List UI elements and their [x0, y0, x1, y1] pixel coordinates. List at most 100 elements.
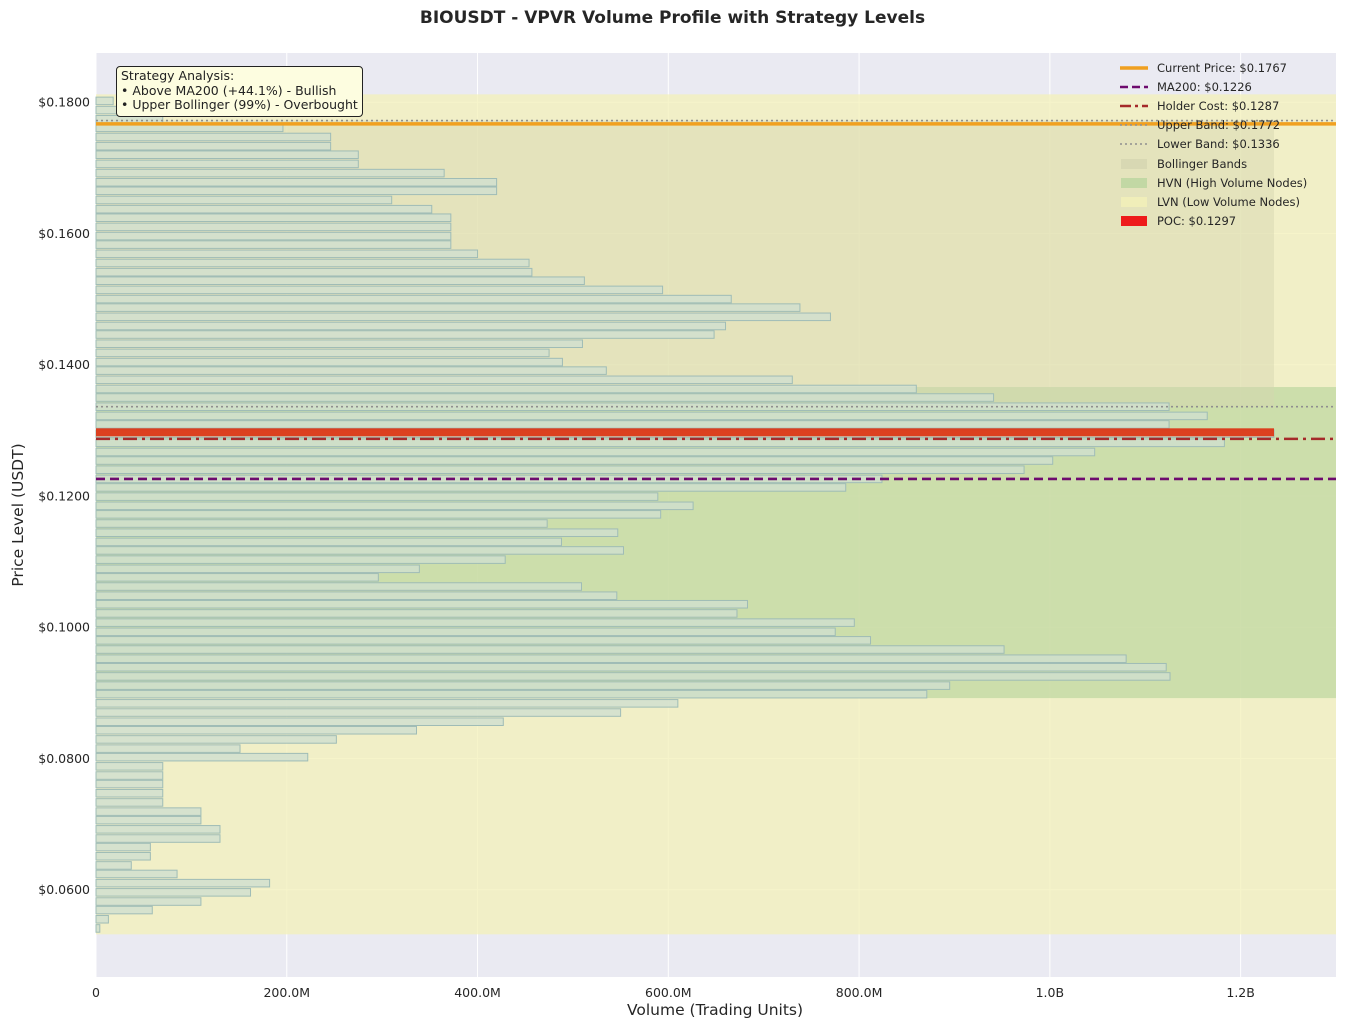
volume-bar: [95, 168, 445, 178]
strategy-analysis-line-ma200: • Above MA200 (+44.1%) - Bullish: [121, 82, 337, 98]
volume-bar: [95, 267, 533, 277]
volume-bar: [95, 510, 662, 519]
volume-bar: [95, 771, 164, 780]
legend-label: POC: $0.1297: [1157, 214, 1237, 229]
x-tick-label: 1.2B: [1226, 985, 1254, 1000]
legend-entry: MA200: $0.1226: [1119, 77, 1333, 96]
volume-bar: [95, 438, 1225, 448]
volume-bar: [95, 213, 452, 222]
legend-swatch: [1120, 85, 1148, 89]
volume-bar: [95, 546, 624, 555]
volume-bar: [95, 627, 836, 637]
volume-bar: [95, 483, 847, 492]
volume-bar: [95, 276, 585, 285]
volume-bar: [95, 492, 659, 501]
x-tick-label: 0: [92, 985, 100, 1000]
volume-bar: [95, 115, 164, 124]
volume-bar: [95, 861, 132, 870]
volume-bar: [95, 159, 359, 169]
volume-bar: [95, 618, 855, 627]
legend-swatch: [1121, 216, 1147, 227]
legend-swatch: [1121, 158, 1147, 169]
volume-bar: [95, 393, 995, 402]
volume-bar: [95, 591, 618, 600]
volume-bar: [95, 186, 498, 196]
chart-title: BIOUSDT - VPVR Volume Profile with Strat…: [419, 8, 926, 28]
volume-bar: [95, 699, 679, 708]
volume-bar: [95, 599, 748, 609]
volume-bar: [95, 842, 151, 852]
volume-bar: [95, 240, 452, 249]
y-axis-label: Price Level (USDT): [9, 443, 27, 586]
legend-patch: [1121, 196, 1147, 207]
volume-bar: [95, 303, 801, 312]
volume-bar: [95, 725, 417, 735]
legend-entry: HVN (High Volume Nodes): [1119, 173, 1333, 192]
legend-entry: Current Price: $0.1767: [1119, 58, 1333, 77]
volume-bar: [95, 96, 114, 106]
legend-swatch: [1120, 124, 1148, 126]
y-axis-ticks: $0.0600 $0.0800 $0.1000 $0.1200 $0.1400 $0.16…: [38, 95, 90, 898]
legend-label: Bollinger Bands: [1157, 156, 1248, 171]
volume-bar: [95, 465, 1025, 474]
volume-bar: [95, 636, 872, 645]
y-tick-label: $0.1400: [38, 357, 90, 372]
legend-entry: Holder Cost: $0.1287: [1119, 96, 1333, 115]
legend-label: Upper Band: $0.1772: [1157, 118, 1281, 133]
legend-entry: Bollinger Bands: [1119, 154, 1333, 173]
volume-bar: [95, 384, 917, 394]
volume-bar: [95, 456, 1054, 465]
legend-label: LVN (Low Volume Nodes): [1157, 194, 1300, 209]
volume-bar: [95, 717, 504, 726]
x-tick-label: 800.0M: [836, 985, 883, 1000]
x-tick-label: 400.0M: [454, 985, 501, 1000]
volume-bar: [95, 178, 498, 187]
volume-bar: [95, 788, 164, 798]
legend-swatch: [1120, 65, 1148, 70]
volume-bar: [95, 744, 241, 753]
legend-swatch: [1121, 177, 1147, 188]
volume-bar: [95, 150, 359, 159]
poc-bar: [96, 428, 1274, 437]
volume-bar: [95, 132, 332, 142]
volume-bar: [95, 762, 164, 771]
volume-bar: [95, 834, 221, 843]
legend-swatch: [1121, 196, 1147, 207]
y-tick-label: $0.1200: [38, 488, 90, 503]
x-tick-label: 1.0B: [1036, 985, 1064, 1000]
legend: Current Price: $0.1767 MA200: $0.1226 Hold…: [1119, 58, 1333, 231]
y-tick-label: $0.0800: [38, 751, 90, 766]
volume-bar: [95, 258, 530, 268]
volume-bar: [95, 555, 506, 564]
volume-bar: [95, 924, 101, 933]
volume-bar: [95, 447, 1096, 457]
volume-bar: [95, 735, 337, 744]
volume-bar: [95, 779, 164, 789]
legend-swatch: [1120, 143, 1148, 146]
legend-label: MA200: $0.1226: [1157, 79, 1252, 94]
volume-bar: [95, 752, 309, 762]
volume-bar: [95, 519, 548, 528]
volume-bar: [95, 501, 694, 511]
volume-bar: [95, 645, 1005, 654]
strategy-levels: [96, 119, 1336, 481]
volume-bar: [95, 537, 562, 547]
volume-bar: [95, 851, 151, 861]
volume-bar: [95, 195, 393, 205]
legend-patch: [1121, 216, 1147, 227]
volume-bar: [95, 285, 664, 295]
strategy-analysis-heading: Strategy Analysis:: [121, 68, 235, 83]
volume-bar: [95, 689, 928, 699]
y-tick-label: $0.1800: [38, 95, 90, 110]
volume-bar: [95, 798, 164, 807]
legend-entry: LVN (Low Volume Nodes): [1119, 192, 1333, 211]
volume-bar: [95, 681, 951, 690]
volume-bar: [95, 375, 793, 385]
volume-bar: [95, 249, 479, 259]
volume-bar: [95, 312, 831, 322]
x-axis-label: Volume (Trading Units): [627, 1001, 803, 1019]
legend-label: Lower Band: $0.1336: [1157, 137, 1280, 152]
y-tick-label: $0.1600: [38, 226, 90, 241]
legend-patch: [1121, 177, 1147, 188]
